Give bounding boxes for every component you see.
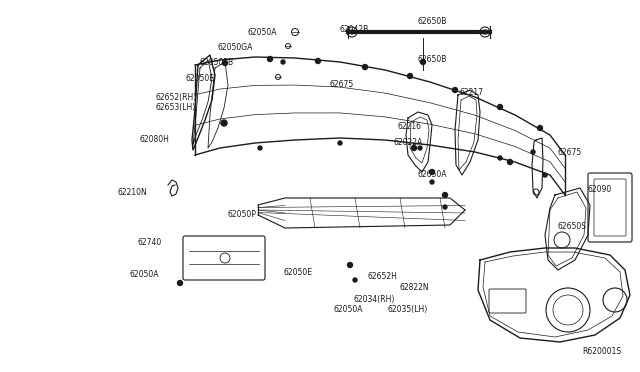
Text: 62050E: 62050E: [185, 74, 214, 83]
Circle shape: [350, 30, 354, 34]
Circle shape: [497, 105, 502, 109]
Circle shape: [258, 146, 262, 150]
Circle shape: [429, 170, 435, 174]
Text: 62650B: 62650B: [418, 17, 447, 26]
Circle shape: [483, 30, 487, 34]
Circle shape: [420, 60, 426, 64]
Circle shape: [452, 87, 458, 93]
Text: 62050A: 62050A: [333, 305, 362, 314]
Circle shape: [316, 58, 321, 64]
Circle shape: [508, 160, 513, 164]
Text: 62210N: 62210N: [118, 188, 148, 197]
Text: 62216: 62216: [398, 122, 422, 131]
Text: 62050GA: 62050GA: [218, 43, 253, 52]
Circle shape: [498, 156, 502, 160]
Circle shape: [418, 146, 422, 150]
Circle shape: [221, 120, 227, 126]
Circle shape: [442, 192, 447, 198]
Circle shape: [430, 180, 434, 184]
Text: 62090: 62090: [588, 185, 612, 194]
Text: 62034(RH): 62034(RH): [353, 295, 394, 304]
Text: 62022A: 62022A: [393, 138, 422, 147]
Circle shape: [408, 74, 413, 78]
Text: 62050A: 62050A: [130, 270, 159, 279]
Text: 62050A: 62050A: [248, 28, 278, 37]
Text: 62050P: 62050P: [228, 210, 257, 219]
Text: 62650A: 62650A: [418, 170, 447, 179]
Text: 62650B: 62650B: [418, 55, 447, 64]
Circle shape: [268, 57, 273, 61]
Circle shape: [353, 278, 357, 282]
Text: 62035(LH): 62035(LH): [388, 305, 428, 314]
Circle shape: [177, 280, 182, 285]
Circle shape: [412, 145, 417, 151]
Text: 62675: 62675: [330, 80, 355, 89]
Text: 62050E: 62050E: [283, 268, 312, 277]
Text: 62822N: 62822N: [400, 283, 429, 292]
Circle shape: [362, 64, 367, 70]
Circle shape: [281, 60, 285, 64]
Text: 62080H: 62080H: [140, 135, 170, 144]
Text: 62652H: 62652H: [368, 272, 398, 281]
Circle shape: [443, 205, 447, 209]
Text: 62042B: 62042B: [340, 25, 369, 34]
Text: 62650S: 62650S: [558, 222, 587, 231]
Circle shape: [531, 150, 535, 154]
Circle shape: [543, 173, 547, 177]
Text: 62653(LH): 62653(LH): [155, 103, 195, 112]
Circle shape: [338, 141, 342, 145]
Text: 62740: 62740: [138, 238, 163, 247]
Circle shape: [538, 125, 543, 131]
Circle shape: [348, 263, 353, 267]
Text: R620001S: R620001S: [582, 347, 621, 356]
Circle shape: [223, 61, 227, 65]
Text: 62652(RH): 62652(RH): [155, 93, 196, 102]
Text: 62675: 62675: [558, 148, 582, 157]
Text: 62050EB: 62050EB: [200, 58, 234, 67]
Text: 62217: 62217: [460, 88, 484, 97]
